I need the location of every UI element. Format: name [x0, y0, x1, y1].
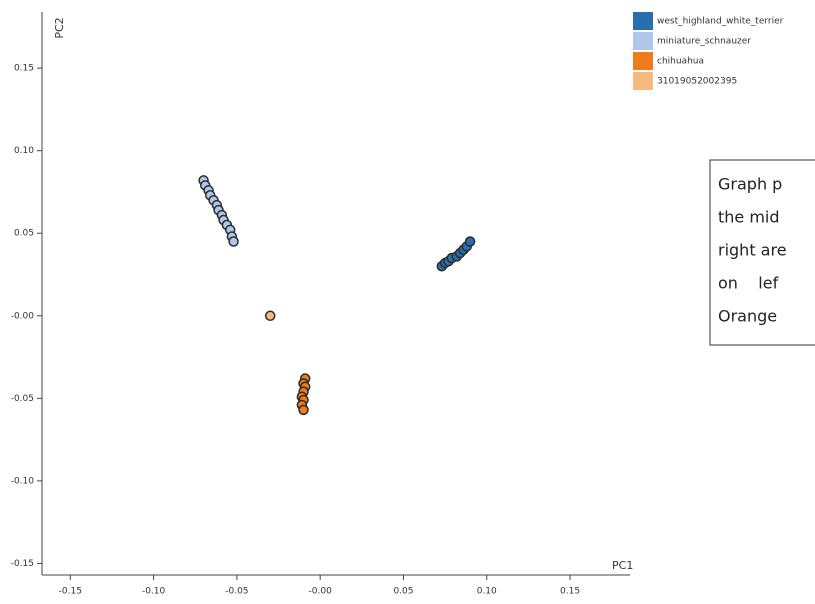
note-line: Orange	[718, 307, 777, 326]
y-tick-label: 0.10	[14, 146, 34, 156]
y-tick-label: 0.15	[14, 64, 34, 74]
y-tick-label: -0.00	[11, 311, 35, 321]
note-line: right are	[718, 241, 787, 260]
point	[464, 236, 476, 247]
legend-label: miniature_schnauzer	[657, 37, 751, 47]
y-axis-label: PC2	[53, 17, 66, 38]
y-tick-label: 0.05	[14, 229, 34, 239]
x-tick-label: 0.15	[560, 587, 580, 597]
x-tick-label: -0.05	[225, 587, 248, 597]
note-line: Graph p	[718, 175, 782, 194]
legend-label: chihuahua	[657, 57, 704, 67]
x-tick-label: -0.15	[59, 587, 82, 597]
note: Graph p the mid right are on lef Orange	[718, 175, 787, 326]
x-tick-label: 0.10	[477, 587, 497, 597]
point	[264, 310, 276, 322]
legend-swatch	[633, 52, 653, 70]
note-box	[709, 159, 815, 346]
legend-swatch	[633, 72, 653, 90]
x-tick-label: 0.05	[393, 587, 413, 597]
x-tick-label: -0.10	[142, 587, 166, 597]
x-axis-label: PC1	[612, 559, 633, 572]
legend-label: west_highland_white_terrier	[657, 17, 784, 27]
legend-swatch	[633, 32, 653, 50]
x-tick-label: -0.00	[309, 587, 333, 597]
point	[228, 236, 239, 247]
note-line: on lef	[718, 274, 779, 293]
point	[298, 404, 309, 416]
legend-swatch	[633, 12, 653, 30]
y-tick-label: -0.15	[11, 559, 34, 569]
legend-label: 31019052002395	[657, 77, 737, 87]
y-tick-label: -0.05	[11, 394, 34, 404]
note-line: the mid	[718, 208, 780, 227]
y-tick-label: -0.10	[11, 476, 35, 486]
